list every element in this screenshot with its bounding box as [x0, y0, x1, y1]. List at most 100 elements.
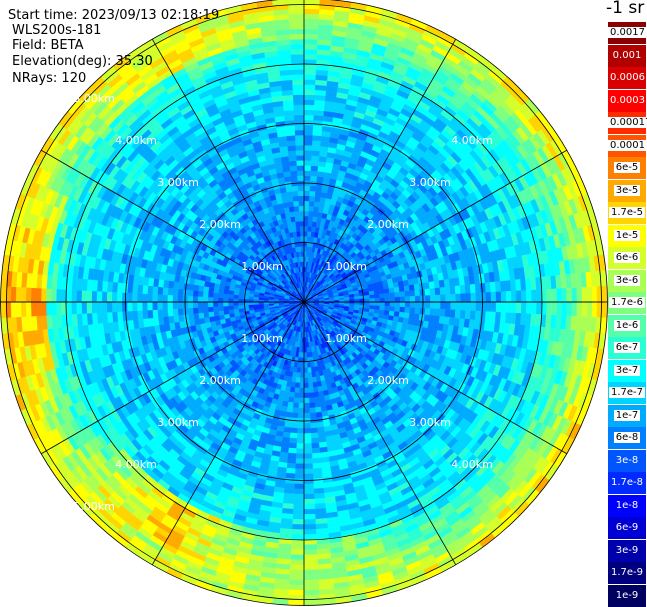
beta-cell [474, 310, 481, 321]
beta-cell [303, 190, 310, 197]
beta-cell [500, 280, 507, 292]
beta-cell [393, 311, 400, 318]
beta-cell [489, 281, 497, 293]
beta-cell [484, 282, 492, 293]
beta-cell [311, 452, 321, 459]
beta-cell [303, 231, 308, 237]
beta-cell [404, 290, 411, 297]
beta-cell [295, 458, 305, 464]
beta-cell [313, 482, 324, 490]
beta-cell [479, 311, 486, 322]
beta-cell [536, 289, 542, 303]
beta-cell [292, 402, 299, 409]
beta-cell [298, 402, 305, 409]
beta-cell [423, 314, 430, 322]
beta-cell [566, 301, 573, 317]
beta-cell [312, 467, 323, 474]
beta-cell [286, 457, 296, 464]
beta-cell [299, 387, 305, 394]
beta-cell [470, 301, 477, 312]
beta-cell [307, 372, 313, 378]
beta-cell [311, 145, 321, 152]
beta-cell [399, 296, 406, 303]
beta-cell [307, 367, 312, 373]
beta-cell [282, 498, 294, 505]
beta-cell [292, 519, 305, 525]
beta-cell [305, 337, 309, 343]
beta-cell [303, 392, 310, 399]
beta-cell [316, 176, 324, 183]
beta-cell [303, 241, 308, 247]
beta-cell [369, 294, 375, 299]
beta-cell [303, 357, 308, 363]
beta-cell [465, 293, 472, 303]
beta-cell [561, 301, 568, 316]
beta-cell [586, 286, 593, 303]
beta-cell [475, 301, 482, 312]
beta-cell [303, 569, 319, 576]
beta-cell [312, 462, 322, 469]
beta-cell [551, 301, 558, 316]
beta-cell [526, 289, 532, 303]
beta-cell [454, 285, 461, 295]
beta-cell [303, 18, 319, 25]
beta-cell [576, 287, 583, 303]
beta-cell [424, 308, 431, 316]
beta-cell [315, 411, 323, 418]
beta-cell [435, 301, 441, 310]
beta-cell [601, 301, 608, 319]
beta-cell [450, 293, 456, 303]
beta-cell [389, 301, 396, 307]
beta-cell [308, 382, 314, 389]
beta-cell [303, 43, 318, 50]
beta-cell [303, 382, 309, 389]
beta-cell [413, 283, 420, 291]
beta-cell [306, 347, 310, 353]
beta-cell [314, 89, 327, 96]
beta-cell [314, 406, 322, 413]
beta-cell [455, 301, 461, 311]
beta-cell [312, 135, 322, 142]
beta-cell [510, 312, 517, 325]
beta-cell [409, 290, 416, 297]
beta-cell [490, 291, 497, 303]
beta-cell [414, 289, 421, 297]
beta-cell [444, 286, 451, 295]
beta-cell [510, 290, 517, 303]
beta-cell [310, 170, 318, 177]
beta-cell [310, 437, 319, 444]
beta-cell [303, 8, 320, 15]
beta-cell [303, 549, 318, 556]
beta-cell [289, 574, 305, 581]
beta-cell [310, 160, 319, 167]
beta-cell [308, 387, 314, 394]
beta-cell [414, 295, 421, 303]
beta-cell [379, 301, 386, 307]
beta-cell [300, 352, 305, 358]
beta-cell [293, 392, 300, 399]
beta-cell [294, 387, 300, 394]
beta-cell [566, 287, 573, 303]
beta-cell [303, 483, 314, 490]
beta-cell [307, 362, 312, 368]
beta-cell [505, 301, 512, 314]
beta-cell [445, 294, 451, 303]
beta-cell [490, 301, 497, 313]
beta-cell [303, 503, 316, 510]
beta-cell [291, 524, 305, 530]
beta-cell [303, 89, 316, 96]
beta-cell [295, 463, 305, 470]
beta-cell [303, 362, 308, 368]
beta-cell [339, 297, 345, 301]
beta-cell [303, 119, 314, 126]
beta-cell [288, 584, 305, 591]
beta-cell [300, 362, 305, 368]
beta-cell [310, 165, 319, 172]
beta-cell [312, 140, 322, 147]
beta-cell [430, 294, 436, 303]
beta-cell [299, 372, 305, 379]
beta-cell [571, 301, 578, 317]
beta-cell [444, 309, 451, 318]
beta-cell [551, 288, 558, 303]
beta-cell [303, 508, 316, 515]
